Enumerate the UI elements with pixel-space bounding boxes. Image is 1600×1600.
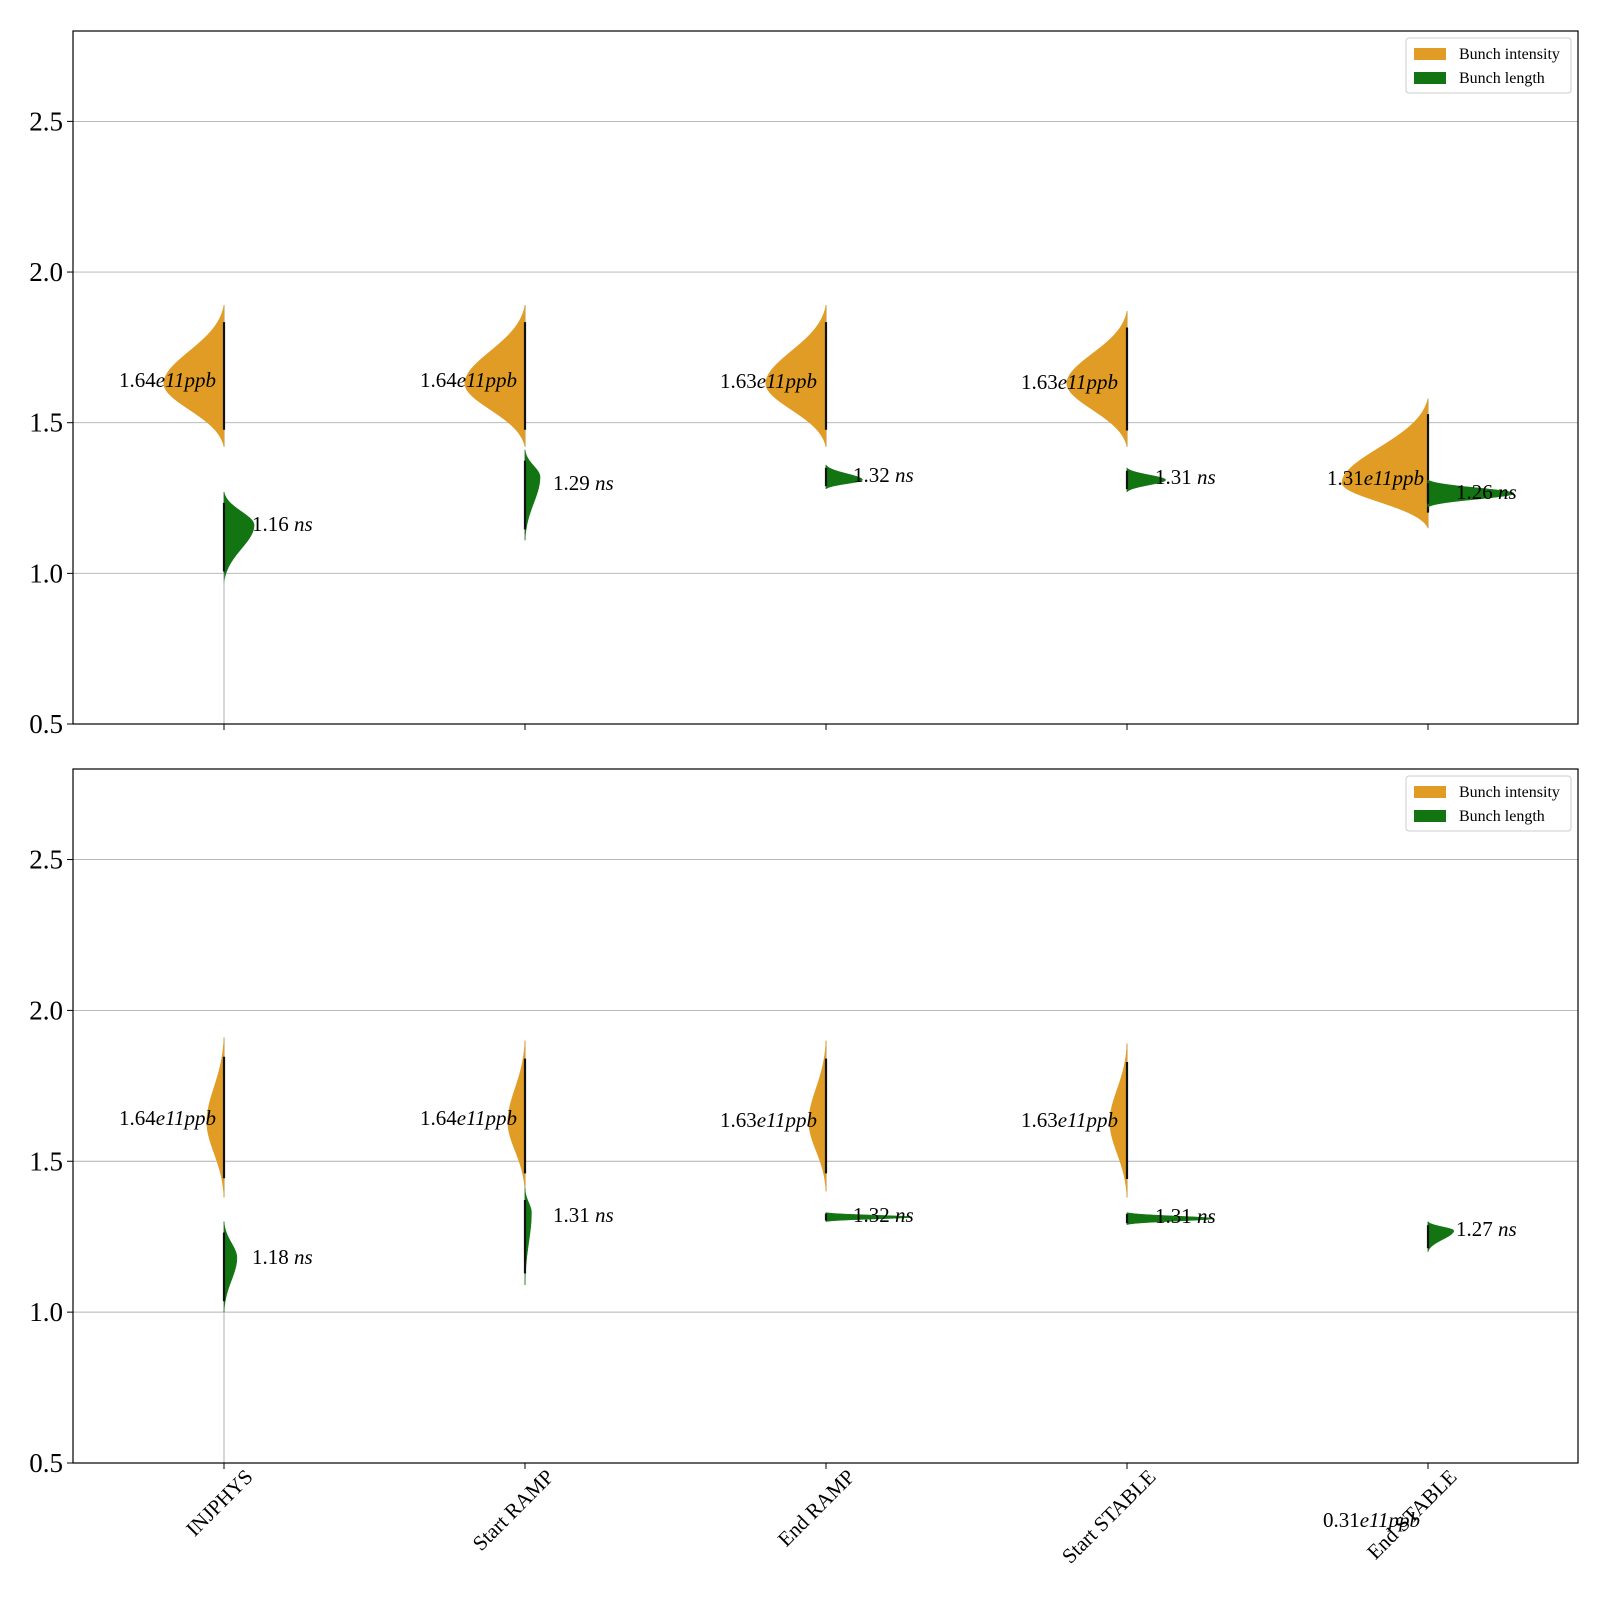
violin-body	[825, 464, 863, 490]
length-value-label: 1.32 ns	[853, 1203, 914, 1227]
violin-body	[1126, 1212, 1214, 1225]
panel-bottom: 0.5 1.0 1.5 2.0 2.5 Bunch intensity Bunch leng…	[29, 768, 1579, 1478]
legend: Bunch intensity Bunch length	[1405, 775, 1572, 832]
y-tick-label: 2.0	[29, 257, 63, 287]
intensity-value-label: 1.63e11ppb	[1021, 370, 1118, 394]
legend: Bunch intensity Bunch length	[1405, 37, 1572, 94]
y-tick-label: 1.0	[29, 558, 63, 588]
length-value-label: 1.26 ns	[1456, 480, 1517, 504]
y-tick-label: 1.5	[29, 1146, 63, 1176]
x-category-label: INJPHYS	[181, 1465, 257, 1541]
y-tick-label: 2.5	[29, 845, 63, 875]
legend-swatch	[1414, 72, 1446, 84]
legend-label: Bunch length	[1459, 70, 1545, 87]
legend-swatch	[1414, 810, 1446, 822]
legend-box	[1405, 37, 1572, 94]
legend-swatch	[1414, 48, 1446, 60]
length-value-label: 1.27 ns	[1456, 1217, 1517, 1241]
legend-label: Bunch length	[1459, 808, 1545, 825]
violin-body	[163, 305, 225, 447]
y-tick-label: 1.0	[29, 1297, 63, 1327]
violin-body	[808, 1040, 827, 1192]
violin-body	[223, 491, 255, 583]
length-value-label: 1.32 ns	[853, 463, 914, 487]
series-bunch-intensity	[206, 1037, 1129, 1198]
intensity-value-label: 1.31e11ppb	[1327, 466, 1424, 490]
y-tick-label: 0.5	[29, 1448, 63, 1478]
violin-body	[206, 1037, 225, 1198]
length-value-label: 1.18 ns	[252, 1245, 313, 1269]
legend-label: Bunch intensity	[1459, 46, 1560, 63]
intensity-value-label: 1.64e11ppb	[420, 368, 517, 392]
violin-body	[765, 305, 827, 447]
intensity-value-label: 1.64e11ppb	[119, 1106, 216, 1130]
intensity-value-label: 1.64e11ppb	[119, 368, 216, 392]
intensity-value-label: 1.63e11ppb	[720, 1108, 817, 1132]
length-value-label: 1.31 ns	[553, 1203, 614, 1227]
x-category-label: End RAMP	[773, 1465, 860, 1552]
legend-box	[1405, 775, 1572, 832]
violin-body	[1066, 311, 1128, 447]
y-tick-label: 0.5	[29, 709, 63, 739]
intensity-value-label: 1.64e11ppb	[420, 1106, 517, 1130]
panel-top: 0.5 1.0 1.5 2.0 2.5 Bunch intensity Bunch leng…	[29, 30, 1579, 739]
length-value-label: 1.16 ns	[252, 512, 313, 536]
intensity-value-label: 1.63e11ppb	[1021, 1108, 1118, 1132]
intensity-value-label: 1.63e11ppb	[720, 369, 817, 393]
y-tick-label: 1.5	[29, 408, 63, 438]
length-value-label: 1.31 ns	[1155, 465, 1216, 489]
series-bunch-length	[222, 449, 1515, 583]
y-tick-label: 2.5	[29, 106, 63, 136]
violin-body	[1427, 479, 1515, 508]
plot-frame	[72, 768, 1579, 1464]
series-bunch-length	[222, 1188, 1455, 1313]
violin-body	[1126, 467, 1166, 493]
length-value-label: 1.31 ns	[1155, 1204, 1216, 1228]
y-tick-label: 2.0	[29, 995, 63, 1025]
length-value-label: 1.29 ns	[553, 471, 614, 495]
violin-body	[1341, 398, 1429, 529]
violin-body	[825, 1212, 913, 1222]
violin-body	[507, 1040, 526, 1192]
violin-body	[223, 1221, 238, 1313]
legend-swatch	[1414, 786, 1446, 798]
x-category-label: Start STABLE	[1057, 1465, 1161, 1569]
violin-body	[1109, 1043, 1128, 1198]
legend-label: Bunch intensity	[1459, 784, 1560, 801]
violin-body	[1427, 1220, 1455, 1252]
x-category-label: Start RAMP	[468, 1465, 559, 1556]
violin-body	[464, 305, 526, 447]
intensity-value-label: 0.31e11ppb	[1323, 1508, 1420, 1532]
violin-body	[524, 449, 541, 541]
series-bunch-intensity	[163, 305, 1430, 529]
plot-frame	[72, 30, 1579, 725]
